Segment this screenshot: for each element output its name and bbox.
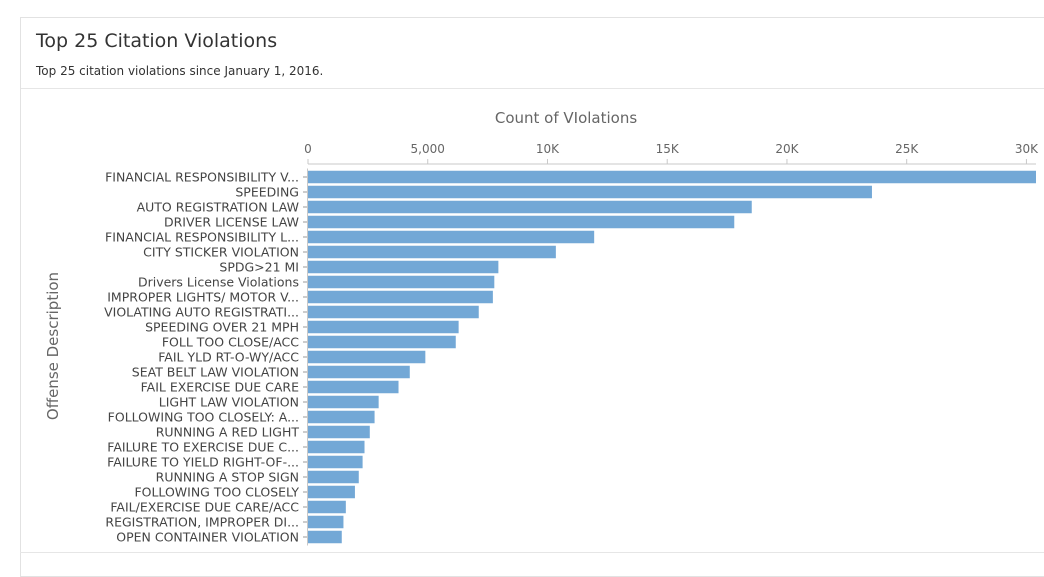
y-tick-label: FAILURE TO YIELD RIGHT-OF-... xyxy=(107,455,299,470)
x-tick-label: 0 xyxy=(304,142,312,156)
y-tick-label: RUNNING A STOP SIGN xyxy=(156,470,299,485)
bar-chart: Count of VIolations Offense Description … xyxy=(44,109,1039,546)
card-subtitle: Top 25 citation violations since January… xyxy=(36,64,324,78)
y-tick-label: VIOLATING AUTO REGISTRATI... xyxy=(104,305,299,320)
bar[interactable] xyxy=(308,215,735,229)
y-tick-label: IMPROPER LIGHTS/ MOTOR V... xyxy=(107,290,299,305)
x-tick-label: 20K xyxy=(775,142,799,156)
bar[interactable] xyxy=(308,305,479,319)
y-tick-label: OPEN CONTAINER VIOLATION xyxy=(116,530,299,545)
y-tick-label: FOLLOWING TOO CLOSELY xyxy=(134,485,299,500)
bar[interactable] xyxy=(308,200,752,214)
bar[interactable] xyxy=(308,455,363,469)
x-tick-label: 15K xyxy=(656,142,680,156)
x-tick-label: 25K xyxy=(895,142,919,156)
y-tick-label: SPDG>21 MI xyxy=(219,260,299,275)
card-header: Top 25 Citation Violations Top 25 citati… xyxy=(21,18,1044,89)
x-axis: 0 5,000 10K 15K 20K 25K 30K xyxy=(304,142,1039,165)
y-axis: FINANCIAL RESPONSIBILITY V...SPEEDINGAUT… xyxy=(104,168,308,546)
y-tick-label: CITY STICKER VIOLATION xyxy=(143,245,299,260)
bar[interactable] xyxy=(308,425,370,439)
bar[interactable] xyxy=(308,365,410,379)
bar[interactable] xyxy=(308,230,595,244)
bar[interactable] xyxy=(308,440,365,454)
bar[interactable] xyxy=(308,515,344,529)
y-tick-label: AUTO REGISTRATION LAW xyxy=(137,200,299,215)
y-tick-label: LIGHT LAW VIOLATION xyxy=(159,395,299,410)
y-tick-label: FINANCIAL RESPONSIBILITY L... xyxy=(105,230,299,245)
y-axis-title: Offense Description xyxy=(44,272,62,420)
bars xyxy=(308,170,1036,544)
bar[interactable] xyxy=(308,275,495,289)
bar[interactable] xyxy=(308,335,456,349)
bottom-divider xyxy=(20,552,1044,553)
chart-card: Top 25 Citation Violations Top 25 citati… xyxy=(20,17,1044,577)
bar[interactable] xyxy=(308,395,379,409)
y-tick-label: SPEEDING xyxy=(235,185,299,200)
y-tick-label: SEAT BELT LAW VIOLATION xyxy=(132,365,299,380)
y-tick-label: SPEEDING OVER 21 MPH xyxy=(145,320,299,335)
bar[interactable] xyxy=(308,380,399,394)
bar[interactable] xyxy=(308,290,493,304)
x-tick-label: 5,000 xyxy=(411,142,445,156)
y-tick-label: RUNNING A RED LIGHT xyxy=(156,425,300,440)
x-tick-label: 10K xyxy=(536,142,560,156)
bar[interactable] xyxy=(308,500,346,514)
bar[interactable] xyxy=(308,320,459,334)
bar[interactable] xyxy=(308,185,872,199)
bar[interactable] xyxy=(308,260,499,274)
bar[interactable] xyxy=(308,530,342,544)
bar-chart-svg: Count of VIolations Offense Description … xyxy=(44,109,1039,546)
y-tick-label: FAIL YLD RT-O-WY/ACC xyxy=(158,350,299,365)
y-tick-label: FAILURE TO EXERCISE DUE C... xyxy=(107,440,299,455)
y-tick-label: Drivers License Violations xyxy=(138,275,299,290)
y-tick-label: FOLL TOO CLOSE/ACC xyxy=(162,335,299,350)
x-tick-label: 30K xyxy=(1015,142,1039,156)
bar[interactable] xyxy=(308,410,375,424)
y-tick-label: FOLLOWING TOO CLOSELY: A... xyxy=(108,410,299,425)
bar[interactable] xyxy=(308,170,1036,184)
x-axis-title: Count of VIolations xyxy=(495,109,637,127)
bar[interactable] xyxy=(308,470,359,484)
y-tick-label: FINANCIAL RESPONSIBILITY V... xyxy=(105,170,299,185)
y-tick-label: DRIVER LICENSE LAW xyxy=(164,215,299,230)
y-tick-label: FAIL/EXERCISE DUE CARE/ACC xyxy=(110,500,299,515)
card-title: Top 25 Citation Violations xyxy=(36,30,278,52)
bar[interactable] xyxy=(308,350,426,364)
y-tick-label: REGISTRATION, IMPROPER DI... xyxy=(105,515,299,530)
bar[interactable] xyxy=(308,245,556,259)
y-tick-label: FAIL EXERCISE DUE CARE xyxy=(141,380,299,395)
bar[interactable] xyxy=(308,485,355,499)
